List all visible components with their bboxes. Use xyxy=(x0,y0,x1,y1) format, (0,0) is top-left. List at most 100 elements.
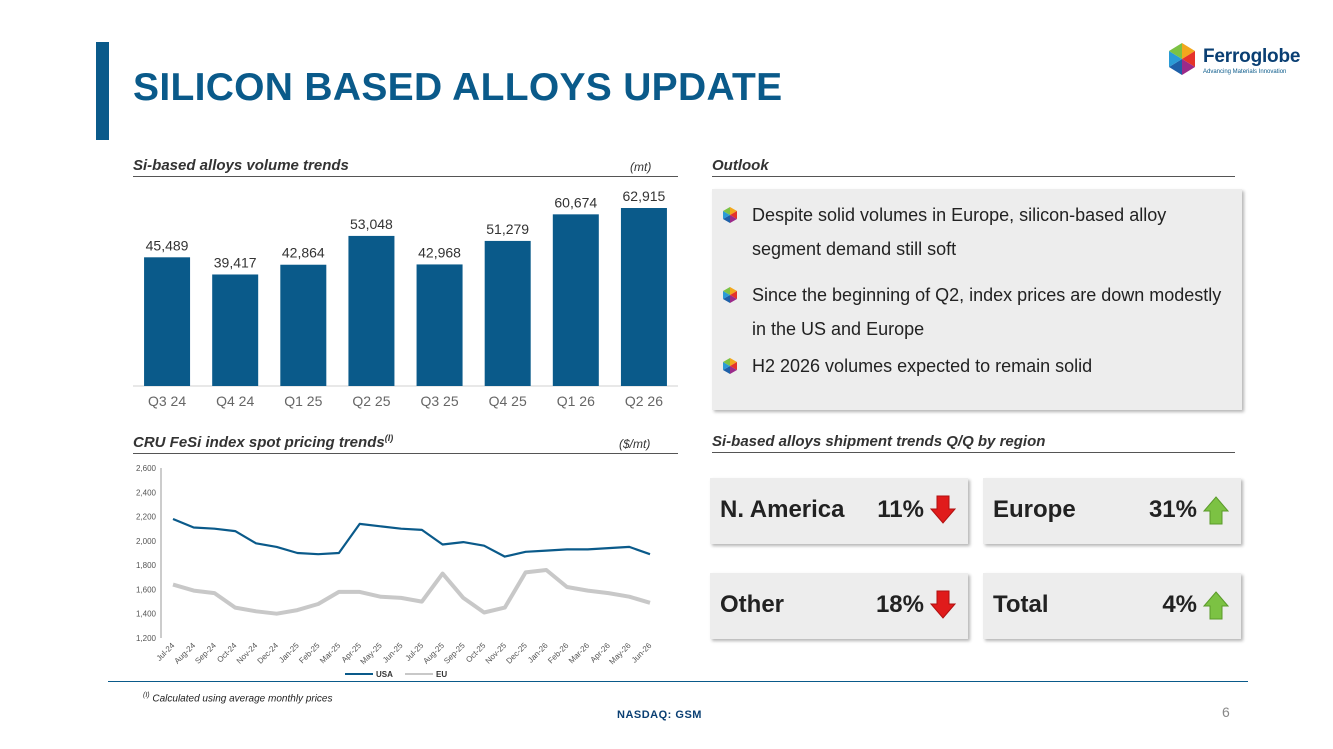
bar xyxy=(416,264,463,386)
y-tick-label: 2,000 xyxy=(136,537,157,546)
arrow-down-icon xyxy=(930,495,956,524)
region-card-total: Total 4% xyxy=(983,573,1241,639)
data-label: 60,674 xyxy=(554,194,597,210)
x-tick-label: Dec-25 xyxy=(504,641,529,666)
x-tick-label: Q3 24 xyxy=(148,393,186,409)
x-tick-label: Nov-25 xyxy=(484,641,509,666)
region-name: Other xyxy=(720,591,785,618)
ferroglobe-bullet-icon xyxy=(723,287,737,303)
bar xyxy=(484,240,531,386)
region-name: Europe xyxy=(993,496,1076,523)
x-tick-label: May-25 xyxy=(359,641,385,667)
logo-mark-icon xyxy=(1169,43,1195,75)
x-tick-label: Jun-26 xyxy=(630,641,654,665)
data-label: 42,968 xyxy=(418,244,461,260)
outlook-bullet-text: H2 2026 volumes expected to remain solid xyxy=(752,356,1093,376)
x-tick-label: Jun-25 xyxy=(381,641,405,665)
x-tick-label: Aug-25 xyxy=(421,641,446,666)
region-name: Total xyxy=(993,591,1049,618)
x-tick-label: May-26 xyxy=(607,641,633,667)
y-tick-label: 1,400 xyxy=(136,610,157,619)
x-tick-label: Q1 25 xyxy=(284,393,322,409)
bar xyxy=(552,214,599,386)
region-pct: 18% xyxy=(875,591,924,618)
outlook-bullet-text: Despite solid volumes in Europe, silicon… xyxy=(752,205,1167,259)
pricing-heading-text: CRU FeSi index spot pricing trends xyxy=(133,434,385,451)
x-tick-label: Q2 26 xyxy=(625,393,663,409)
outlook-bullet: H2 2026 volumes expected to remain solid xyxy=(722,349,1232,383)
pricing-unit: ($/mt) xyxy=(619,437,651,451)
bar xyxy=(620,208,667,386)
x-tick-label: Q4 25 xyxy=(489,393,527,409)
regions-heading-text: Si-based alloys shipment trends Q/Q by r… xyxy=(712,433,1046,450)
outlook-bullet: Despite solid volumes in Europe, silicon… xyxy=(722,198,1232,266)
x-tick-label: Feb-25 xyxy=(297,641,322,666)
x-tick-label: Jan-25 xyxy=(277,641,301,665)
arrow-up-icon xyxy=(1203,496,1229,525)
data-label: 42,864 xyxy=(282,245,325,261)
data-label: 51,279 xyxy=(486,221,529,237)
region-card-north-america: N. America 11% xyxy=(710,478,968,544)
page-title: SILICON BASED ALLOYS UPDATE xyxy=(133,66,783,109)
outlook-bullet-text: Since the beginning of Q2, index prices … xyxy=(752,285,1222,339)
volume-heading-text: Si-based alloys volume trends xyxy=(133,157,349,174)
x-tick-label: Jan-26 xyxy=(526,641,550,665)
x-tick-label: Dec-24 xyxy=(256,641,281,666)
x-tick-label: Nov-24 xyxy=(235,641,260,666)
series-line-usa xyxy=(172,517,651,558)
outlook-panel: Despite solid volumes in Europe, silicon… xyxy=(712,189,1242,410)
bar xyxy=(280,264,327,386)
bar xyxy=(144,257,191,386)
x-tick-label: Mar-26 xyxy=(567,641,592,666)
footnote: (I) Calculated using average monthly pri… xyxy=(143,692,333,704)
x-tick-label: Q3 25 xyxy=(420,393,458,409)
outlook-bullet: Since the beginning of Q2, index prices … xyxy=(722,278,1232,346)
legend-label-usa: USA xyxy=(376,670,393,679)
footnote-mark: (I) xyxy=(143,692,150,699)
volume-bar-chart: 45,489 Q3 24 39,417 Q4 24 42,864 Q1 25 53,048 Q… xyxy=(133,188,678,409)
x-tick-label: Mar-25 xyxy=(318,641,343,666)
ticker: NASDAQ: GSM xyxy=(617,709,702,721)
outlook-heading: Outlook xyxy=(712,157,1235,177)
x-tick-label: Sep-25 xyxy=(442,641,467,666)
x-tick-label: Aug-24 xyxy=(173,641,198,666)
pricing-line-chart: 1,200 1,400 1,600 1,800 2,000 2,200 2,400 2,600… xyxy=(136,464,654,679)
region-pct: 4% xyxy=(1162,591,1197,618)
volume-section-heading: Si-based alloys volume trends xyxy=(133,157,678,177)
data-label: 62,915 xyxy=(623,188,666,204)
title-accent-bar xyxy=(96,42,109,140)
x-tick-label: Q1 26 xyxy=(557,393,595,409)
y-tick-label: 1,200 xyxy=(136,634,157,643)
ferroglobe-logo: Ferroglobe Advancing Materials Innovatio… xyxy=(1165,42,1315,78)
y-tick-label: 2,400 xyxy=(136,488,157,497)
footnote-text: Calculated using average monthly prices xyxy=(152,693,333,705)
pricing-heading-footnote-mark: (I) xyxy=(384,433,394,443)
y-tick-label: 1,600 xyxy=(136,585,157,594)
data-label: 45,489 xyxy=(146,237,189,253)
arrow-down-icon xyxy=(930,590,956,619)
region-name: N. America xyxy=(720,496,845,523)
outlook-heading-text: Outlook xyxy=(712,157,769,174)
ferroglobe-bullet-icon xyxy=(723,358,737,374)
pricing-section-heading: CRU FeSi index spot pricing trends(I) xyxy=(133,433,678,454)
y-tick-label: 1,800 xyxy=(136,561,157,570)
region-pct: 31% xyxy=(1148,496,1197,523)
x-tick-label: Sep-24 xyxy=(193,641,218,666)
volume-unit: (mt) xyxy=(630,160,652,174)
y-tick-label: 2,200 xyxy=(136,513,157,522)
x-tick-label: Q4 24 xyxy=(216,393,254,409)
y-tick-label: 2,600 xyxy=(136,464,157,473)
bar xyxy=(348,235,395,386)
data-label: 53,048 xyxy=(350,216,393,232)
page-number: 6 xyxy=(1222,704,1230,720)
x-tick-label: Feb-26 xyxy=(546,641,571,666)
footer-divider xyxy=(108,681,1248,682)
legend-label-eu: EU xyxy=(436,670,447,679)
logo-tagline: Advancing Materials Innovation xyxy=(1203,69,1287,75)
x-tick-label: Q2 25 xyxy=(352,393,390,409)
series-line-eu xyxy=(172,568,651,616)
ferroglobe-bullet-icon xyxy=(723,207,737,223)
arrow-up-icon xyxy=(1203,591,1229,620)
region-card-other: Other 18% xyxy=(710,573,968,639)
region-pct: 11% xyxy=(877,496,924,523)
